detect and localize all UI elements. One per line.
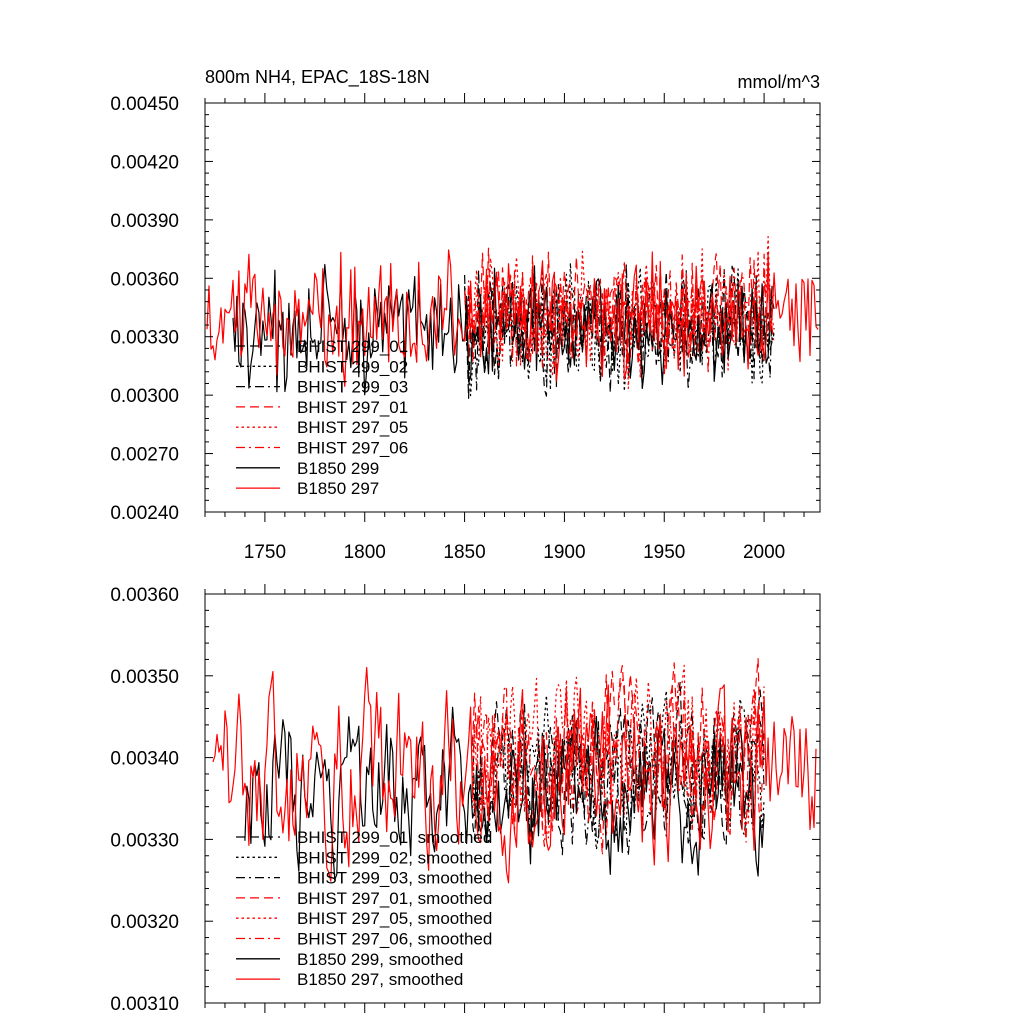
x-tick-label: 1800: [344, 542, 386, 563]
series-line-2: [464, 262, 775, 397]
series-line-7: [244, 706, 765, 881]
y-tick-label: 0.00330: [110, 830, 179, 851]
legend-label: BHIST 299_01, smoothed: [297, 828, 492, 847]
y-tick-label: 0.00420: [110, 152, 179, 173]
legend-label: B1850 297, smoothed: [297, 970, 463, 989]
y-tick-label: 0.00330: [110, 328, 179, 349]
legend-label: B1850 297: [297, 479, 379, 498]
bottom-axes: 0.00310 0.00320 0.00330 0.00340 0.00350 0.003…: [110, 584, 820, 1015]
legend-label: BHIST 297_05: [297, 418, 408, 437]
y-tick-label: 0.00340: [110, 749, 179, 770]
y-tick-label: 0.00320: [110, 912, 179, 933]
legend-label: BHIST 297_01: [297, 398, 408, 417]
top-plot-frame: [204, 102, 821, 513]
y-tick-label: 0.00270: [110, 445, 179, 466]
bottom-plot-frame: [204, 593, 821, 1004]
y-tick-label: 0.00360: [110, 585, 179, 606]
x-tick-label: 1750: [244, 542, 286, 563]
legend-label: BHIST 299_03, smoothed: [297, 869, 492, 888]
legend-label: B1850 299, smoothed: [297, 950, 463, 969]
series-line-8: [206, 249, 819, 387]
legend-label: BHIST 299_02, smoothed: [297, 848, 492, 867]
series-line-5: [472, 664, 765, 839]
legend-label: BHIST 297_05, smoothed: [297, 909, 492, 928]
series-line-8: [212, 666, 817, 884]
x-tick-label: 1900: [543, 542, 585, 563]
y-tick-label: 0.00350: [110, 667, 179, 688]
series-line-1: [472, 681, 765, 856]
y-tick-label: 0.00450: [110, 94, 179, 115]
legend-label: BHIST 297_06: [297, 439, 408, 458]
legend-label: BHIST 299_02: [297, 357, 408, 376]
series-line-6: [472, 678, 765, 856]
legend-label: BHIST 297_01, smoothed: [297, 889, 492, 908]
legend-label: BHIST 299_03: [297, 378, 408, 397]
bottom-series-layer: [212, 657, 817, 884]
top-chart-panel: 800m NH4, EPAC_18S-18N mmol/m^3 BHIST 29…: [110, 67, 821, 563]
y-tick-label: 0.00240: [110, 503, 179, 524]
chart-units: mmol/m^3: [738, 72, 820, 92]
legend-label: BHIST 299_01: [297, 337, 408, 356]
y-tick-label: 0.00310: [110, 994, 179, 1015]
y-tick-label: 0.00360: [110, 269, 179, 290]
x-tick-label: 1950: [643, 542, 685, 563]
x-tick-label: 2000: [743, 542, 785, 563]
chart-title: 800m NH4, EPAC_18S-18N: [205, 67, 430, 88]
top-series-layer: [206, 236, 819, 399]
y-tick-label: 0.00390: [110, 211, 179, 232]
legend-label: BHIST 297_06, smoothed: [297, 930, 492, 949]
top-axes: 0.00240 0.00270 0.00300 0.00330 0.00360 0.003…: [110, 93, 820, 563]
legend-label: B1850 299: [297, 459, 379, 478]
x-tick-label: 1850: [443, 542, 485, 563]
y-tick-label: 0.00300: [110, 386, 179, 407]
